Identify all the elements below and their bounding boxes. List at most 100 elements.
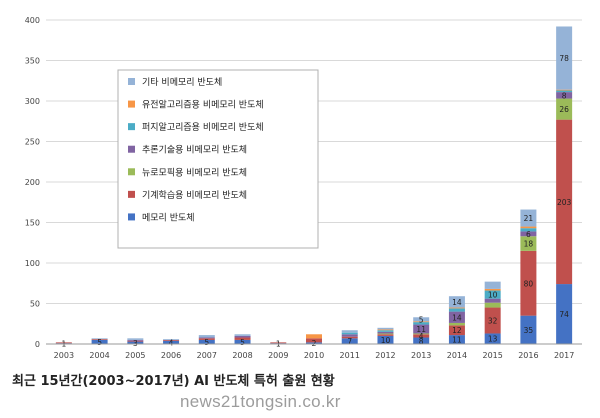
bar-segment [448,307,465,309]
bar-segment [520,226,537,229]
legend-swatch [128,78,135,85]
bar-segment [556,26,573,90]
y-tick-label: 250 [25,138,40,147]
chart-caption: 최근 15년간(2003~2017년) AI 반도체 특허 출원 현황 [12,374,335,389]
x-tick-label: 2005 [125,351,145,360]
bar-value-label: 80 [524,279,534,288]
bar-segment [448,335,465,344]
legend-label: 메모리 반도체 [142,212,195,223]
bar-value-label: 12 [452,326,462,335]
bar-segment [556,284,573,344]
bar-segment [234,334,251,336]
x-tick-label: 2004 [89,351,109,360]
bar-segment [413,337,430,344]
bar-value-label: 11 [452,336,462,345]
y-axis-ticks: 0 50 100 150 200 250 300 350 400 [25,16,40,349]
bar-segment [484,290,501,299]
y-tick-label: 350 [25,57,40,66]
bar-value-label: 3 [133,339,138,348]
bar-segment [234,339,251,344]
watermark: news21tongsin.co.kr [180,392,341,411]
bar-segment [520,236,537,251]
legend-label: 추론기술용 비메모리 반도체 [142,145,247,156]
bar-segment [127,340,144,342]
x-tick-label: 2007 [197,351,217,360]
bar-segment [484,307,501,334]
bar-value-label: 21 [524,214,534,223]
bar-segment [127,339,144,341]
x-tick-label: 2006 [161,351,181,360]
bar-segment [270,342,287,344]
bar-segment [234,335,251,338]
bar-segment [127,338,144,340]
bar-segment [413,317,430,322]
bar-segment [448,311,465,323]
bar-segment [556,92,573,99]
bar-segment [520,209,537,227]
bar-segment [413,322,430,325]
bar-value-label: 4 [169,338,174,347]
bar-segment [484,302,501,308]
x-axis-ticks: 2003 2004 2005 2006 2007 2008 2009 2010 2011 2012… [54,351,575,360]
bar-segment [377,333,394,335]
bar-value-label: 5 [204,338,209,347]
bar-segment [484,281,501,289]
bar-segment [520,231,537,237]
bar-value-label: 5 [240,338,245,347]
bar-value-label: 18 [524,240,534,249]
bar-value-label: 10 [488,291,498,300]
bar-segment [484,288,501,291]
bar-segment [341,330,358,333]
bar-value-label: 14 [452,298,462,307]
x-tick-label: 2011 [340,351,360,360]
bar-segment [198,337,215,339]
bar-segment [91,338,108,340]
bar-segment [484,298,501,303]
bar-value-label: 26 [559,105,569,114]
x-tick-label: 2016 [518,351,538,360]
bar-segment [448,296,465,308]
x-tick-label: 2012 [375,351,395,360]
bar-segment [377,330,394,332]
bar-segment [520,315,537,344]
legend-label: 뉴로모픽용 비메모리 반도체 [142,167,247,178]
bar-segment [556,119,573,285]
legend-swatch [128,145,135,153]
bar-segment [306,342,322,344]
bar-value-label: 14 [452,313,462,322]
bar-segment [377,331,394,334]
bar-segment [448,308,465,312]
bar-value-label: 35 [524,326,534,335]
bar-value-label: 7 [347,337,352,346]
y-tick-label: 100 [25,259,40,268]
bar-segment [163,340,180,344]
bar-value-label: 74 [559,310,569,319]
y-tick-label: 150 [25,219,40,228]
bar-value-label: 8 [562,91,567,100]
bar-segment [377,327,394,330]
x-tick-label: 2009 [268,351,288,360]
y-tick-label: 0 [35,340,40,349]
legend-label: 퍼지알고리즘용 비메모리 반도체 [142,122,264,133]
bar-segment [341,338,358,344]
bar-segment [484,333,501,344]
bar-value-label: 203 [557,198,572,207]
bar-value-label: 8 [419,337,424,346]
legend-box [117,69,319,249]
legend-swatch [128,168,135,176]
x-tick-label: 2017 [554,351,574,360]
bar-segment [413,321,430,323]
legend-swatch [128,100,135,108]
bar-segment [198,338,215,340]
legend-label: 유전알고리즘용 비메모리 반도체 [142,100,264,111]
stacked-bars [55,26,573,344]
bar-segment [448,322,465,326]
bar-segment [163,339,180,340]
bar-segment [556,89,573,91]
legend-label: 기계학습용 비메모리 반도체 [142,189,247,201]
bar-segment [91,339,108,344]
bar-segment [377,335,394,344]
bar-segment [413,334,430,338]
